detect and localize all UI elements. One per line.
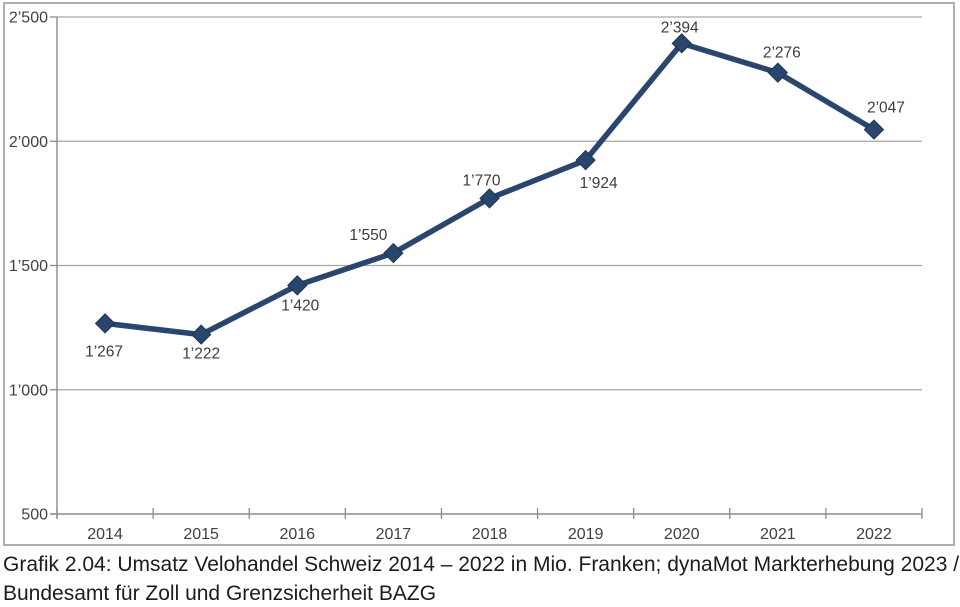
svg-text:2’047: 2’047: [867, 100, 905, 117]
svg-text:1’924: 1’924: [580, 175, 618, 192]
svg-text:2’000: 2’000: [9, 134, 48, 151]
chart-caption: Grafik 2.04: Umsatz Velohandel Schweiz 2…: [3, 551, 960, 607]
svg-text:2014: 2014: [87, 526, 123, 543]
svg-text:2017: 2017: [376, 526, 412, 543]
svg-text:2015: 2015: [183, 526, 219, 543]
svg-text:2022: 2022: [856, 526, 892, 543]
caption-line-2: Bundesamt für Zoll und Grenzsicherheit B…: [3, 581, 437, 605]
svg-text:2’276: 2’276: [763, 45, 801, 62]
svg-text:1’222: 1’222: [182, 346, 220, 363]
svg-text:2019: 2019: [568, 526, 604, 543]
line-chart: 500 1’000 1’500 2’000 2’500 2014 2015 2016 2017 2…: [3, 2, 955, 546]
svg-text:2020: 2020: [664, 526, 700, 543]
svg-text:2018: 2018: [472, 526, 508, 543]
svg-text:2’394: 2’394: [661, 19, 699, 36]
svg-text:1’000: 1’000: [9, 382, 48, 399]
caption-line-1: Grafik 2.04: Umsatz Velohandel Schweiz 2…: [3, 553, 960, 576]
svg-text:2021: 2021: [760, 526, 796, 543]
svg-text:1’770: 1’770: [463, 172, 501, 189]
svg-text:1’550: 1’550: [349, 227, 387, 244]
svg-text:500: 500: [21, 507, 48, 524]
svg-text:2016: 2016: [279, 526, 315, 543]
svg-text:1’420: 1’420: [281, 297, 319, 314]
svg-text:1’267: 1’267: [85, 343, 123, 360]
svg-text:1’500: 1’500: [9, 258, 48, 275]
svg-text:2’500: 2’500: [9, 10, 48, 27]
